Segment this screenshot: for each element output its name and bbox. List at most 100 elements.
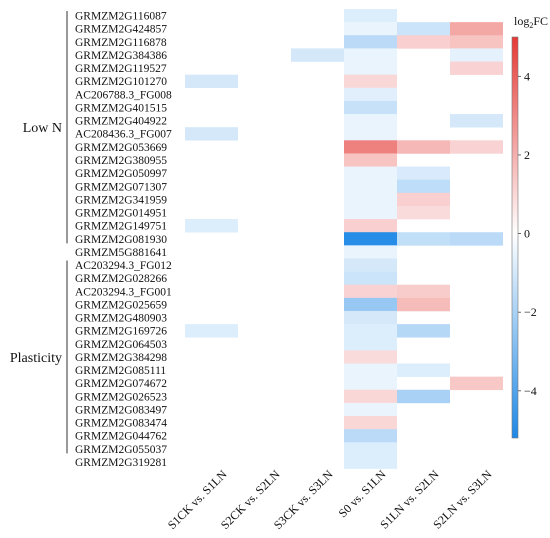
row-label: GRMZM2G149751 [75, 221, 167, 233]
row-label: AC203294.3_FG012 [75, 260, 172, 272]
heatmap-cell [397, 363, 450, 377]
heatmap-cell [344, 153, 397, 167]
heatmap-cell [344, 61, 397, 75]
row-label: GRMZM2G053669 [75, 142, 167, 154]
row-label: GRMZM2G169726 [75, 326, 167, 338]
row-label: GRMZM2G480903 [75, 313, 167, 325]
heatmap-cell [344, 100, 397, 115]
row-label: GRMZM2G401515 [75, 102, 167, 114]
legend-tick-label: 2 [524, 148, 530, 162]
row-label: GRMZM5G881641 [75, 247, 167, 259]
heatmap-cell [344, 114, 397, 128]
row-label: GRMZM2G341959 [75, 194, 167, 206]
heatmap-cell [397, 35, 450, 49]
row-label: GRMZM2G028266 [75, 273, 167, 285]
heatmap-cell [397, 284, 450, 299]
row-label: GRMZM2G384298 [75, 352, 167, 364]
heatmap-cell [344, 363, 397, 377]
heatmap-cell [344, 127, 397, 141]
row-label: GRMZM2G404922 [75, 116, 167, 128]
row-labels: GRMZM2G116087GRMZM2G424857GRMZM2G116878G… [75, 11, 172, 469]
heatmap-cell [291, 48, 344, 62]
color-legend: log2FC 4 2 0 −2 −4 [511, 14, 548, 439]
row-label: GRMZM2G424857 [75, 24, 167, 36]
group-label: Low N [23, 121, 62, 136]
heatmap-cell [344, 232, 397, 246]
heatmap-cell [344, 192, 397, 207]
heatmap-cell [397, 192, 450, 207]
row-label: GRMZM2G384386 [75, 50, 167, 62]
heatmap-cell [397, 232, 450, 246]
heatmap-cells [185, 9, 503, 469]
row-label: AC208436.3_FG007 [75, 129, 172, 141]
row-label: GRMZM2G074672 [75, 378, 167, 390]
heatmap-cell [450, 22, 503, 36]
legend-tick-label: −4 [524, 384, 537, 398]
heatmap-cell [397, 297, 450, 312]
heatmap-cell [344, 376, 397, 391]
heatmap-cell [344, 166, 397, 180]
heatmap-cell [185, 324, 238, 338]
row-label: GRMZM2G119527 [75, 63, 167, 75]
row-label: GRMZM2G014951 [75, 208, 167, 220]
heatmap-cell [344, 402, 397, 417]
row-label: GRMZM2G044762 [75, 431, 167, 443]
heatmap-cell [344, 337, 397, 351]
heatmap-cell [185, 219, 238, 233]
row-label: GRMZM2G025659 [75, 299, 167, 311]
row-label: GRMZM2G064503 [75, 339, 167, 351]
legend-title: log2FC [514, 14, 548, 30]
row-label: GRMZM2G083474 [75, 418, 167, 430]
heatmap-cell [450, 232, 503, 246]
heatmap-cell [450, 376, 503, 391]
heatmap-cell [450, 48, 503, 62]
legend-tick-label: −2 [524, 305, 537, 319]
heatmap-cell [344, 442, 397, 456]
group-label: Plasticity [10, 351, 62, 366]
row-label: GRMZM2G319281 [75, 457, 167, 469]
heatmap-cell [397, 22, 450, 36]
heatmap-cell [185, 74, 238, 89]
heatmap-cell [344, 205, 397, 220]
heatmap-cell [397, 179, 450, 194]
heatmap-cell [344, 219, 397, 233]
row-label: GRMZM2G101270 [75, 76, 167, 88]
heatmap-cell [344, 245, 397, 259]
heatmap-cell [185, 127, 238, 141]
heatmap-cell [344, 9, 397, 23]
row-label: AC206788.3_FG008 [75, 89, 172, 101]
heatmap-cell [344, 35, 397, 49]
heatmap-cell [344, 48, 397, 62]
heatmap-cell [450, 140, 503, 154]
heatmap-cell [397, 389, 450, 404]
row-label: GRMZM2G085111 [75, 365, 166, 377]
heatmap-cell [344, 74, 397, 89]
heatmap-cell [344, 271, 397, 286]
column-label: S0 vs. S1LN [336, 467, 389, 520]
heatmap-cell [344, 429, 397, 443]
legend-tick-label: 0 [524, 227, 530, 241]
heatmap-cell [344, 310, 397, 325]
heatmap-cell [344, 389, 397, 404]
heatmap-cell [344, 324, 397, 338]
row-label: GRMZM2G026523 [75, 391, 167, 403]
row-label: GRMZM2G055037 [75, 444, 167, 456]
heatmap-cell [344, 179, 397, 194]
heatmap-cell [397, 166, 450, 180]
legend-color-bar [511, 36, 519, 439]
heatmap-cell [344, 258, 397, 272]
heatmap-cell [344, 350, 397, 364]
heatmap-cell [344, 140, 397, 154]
row-label: GRMZM2G116087 [75, 11, 167, 23]
heatmap-cell [344, 284, 397, 299]
row-label: GRMZM2G050997 [75, 168, 167, 180]
heatmap-cell [450, 114, 503, 128]
legend-tick-label: 4 [524, 69, 530, 83]
heatmap-cell [397, 140, 450, 154]
row-label: GRMZM2G081930 [75, 234, 167, 246]
heatmap-cell [344, 87, 397, 102]
heatmap-cell [344, 416, 397, 430]
row-label: GRMZM2G380955 [75, 155, 167, 167]
